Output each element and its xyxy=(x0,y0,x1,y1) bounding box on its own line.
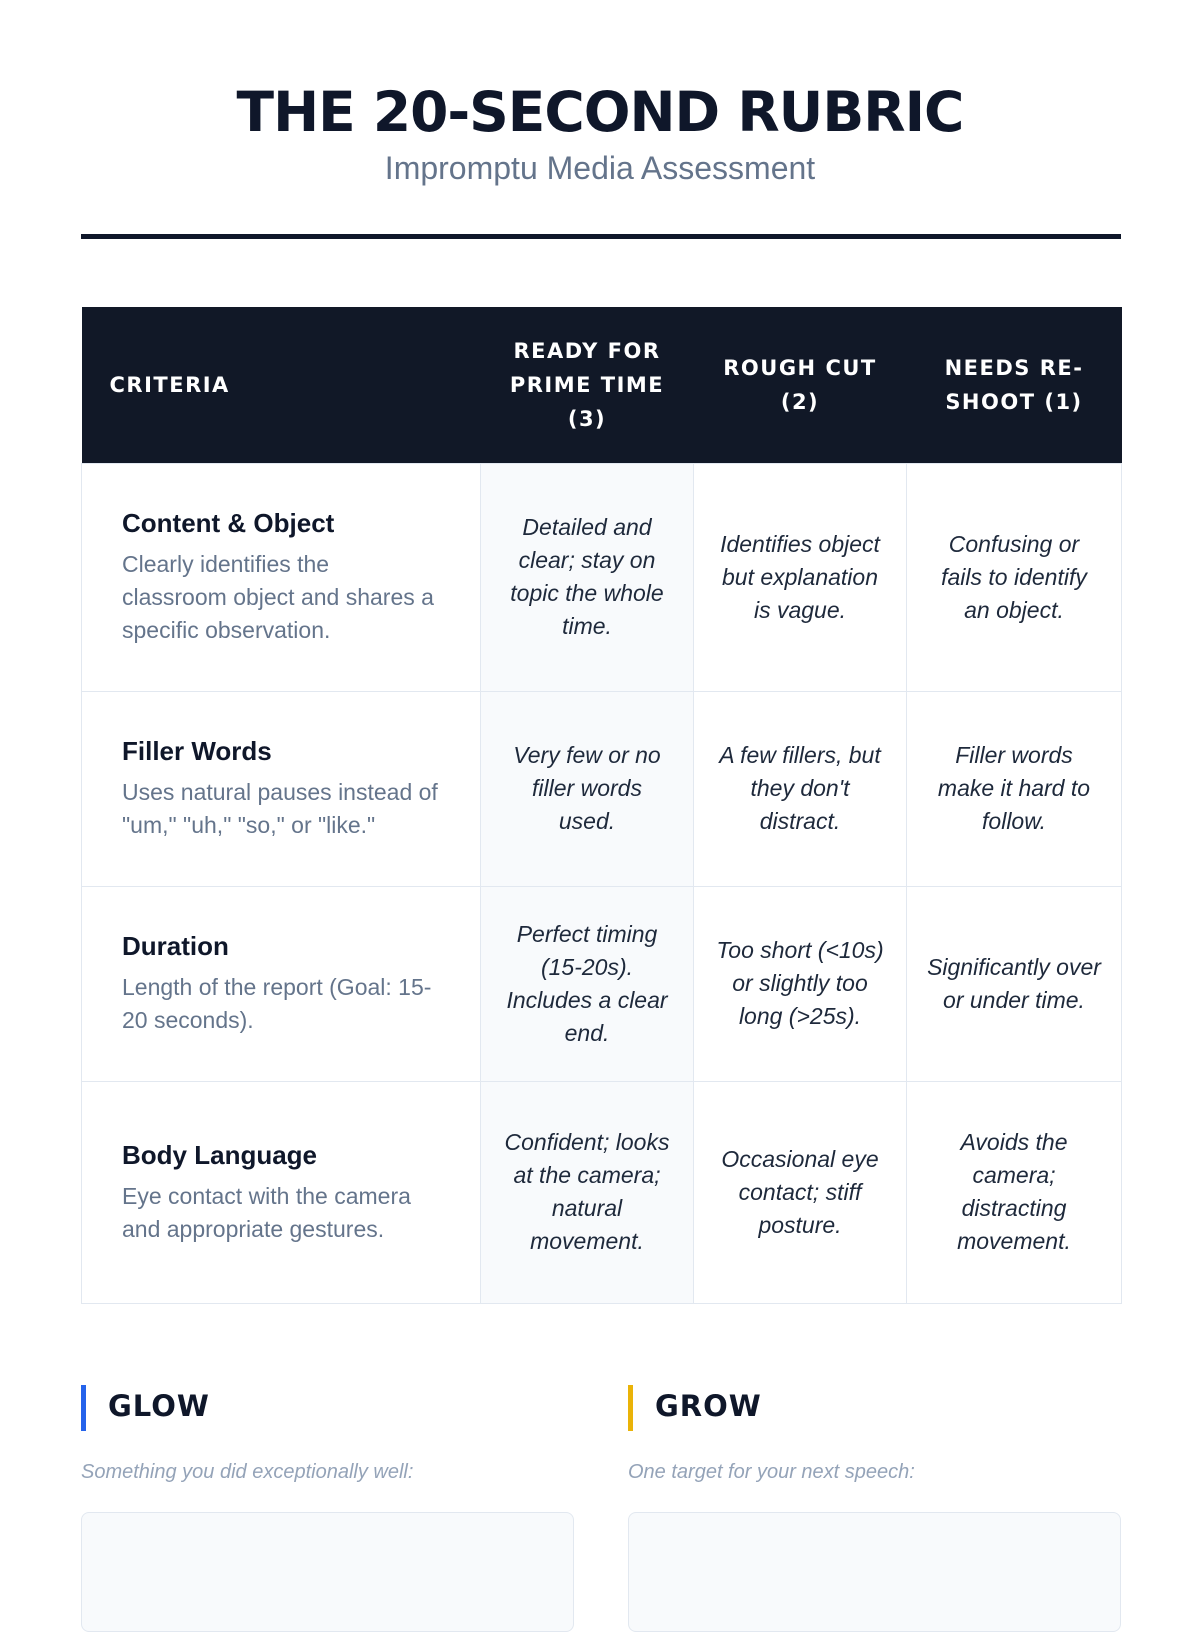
glow-response-box[interactable] xyxy=(81,1512,574,1632)
score-3-cell: Detailed and clear; stay on topic the wh… xyxy=(480,462,694,692)
criteria-description: Eye contact with the camera and appropri… xyxy=(122,1182,411,1242)
rubric-table: CRITERIA READY FOR PRIME TIME (3) ROUGH … xyxy=(81,307,1122,1304)
glow-accent-bar xyxy=(81,1385,86,1431)
score-3-cell: Very few or no filler words used. xyxy=(480,690,694,887)
table-header-row: CRITERIA READY FOR PRIME TIME (3) ROUGH … xyxy=(81,307,1122,463)
page-title: THE 20-SECOND RUBRIC xyxy=(236,80,965,144)
glow-prompt: Something you did exceptionally well: xyxy=(81,1461,414,1483)
criteria-description: Length of the report (Goal: 15-20 second… xyxy=(122,974,432,1033)
score-2-cell: Too short (<10s) or slightly too long (>… xyxy=(693,885,907,1082)
score-1-cell: Significantly over or under time. xyxy=(906,885,1122,1082)
column-header-score-1: NEEDS RE-SHOOT (1) xyxy=(906,307,1122,463)
score-3-cell: Confident; looks at the camera; natural … xyxy=(480,1080,694,1304)
grow-accent-bar xyxy=(628,1385,633,1431)
table-row: Filler Words Uses natural pauses instead … xyxy=(81,690,1122,887)
title-divider xyxy=(81,234,1121,239)
criteria-cell: Duration Length of the report (Goal: 15-2… xyxy=(81,885,481,1082)
score-1-cell: Filler words make it hard to follow. xyxy=(906,690,1122,887)
column-header-score-3: READY FOR PRIME TIME (3) xyxy=(480,307,694,463)
score-2-cell: A few fillers, but they don't distract. xyxy=(693,690,907,887)
score-2-cell: Occasional eye contact; stiff posture. xyxy=(693,1080,907,1304)
score-2-cell: Identifies object but explanation is vag… xyxy=(693,462,907,692)
criteria-title: Body Language xyxy=(122,1139,318,1170)
criteria-description: Uses natural pauses instead of "um," "uh… xyxy=(122,779,438,838)
glow-heading: GLOW xyxy=(108,1389,210,1423)
criteria-cell: Filler Words Uses natural pauses instead … xyxy=(81,690,481,887)
criteria-title: Duration xyxy=(122,931,229,961)
score-1-cell: Avoids the camera; distracting movement. xyxy=(906,1080,1122,1304)
column-header-score-2: ROUGH CUT (2) xyxy=(693,307,907,463)
grow-prompt: One target for your next speech: xyxy=(628,1461,915,1483)
criteria-cell: Content & Object Clearly identifies the c… xyxy=(81,462,481,692)
score-3-cell: Perfect timing (15-20s). Includes a clea… xyxy=(480,885,694,1082)
criteria-description: Clearly identifies the classroom object … xyxy=(122,551,434,643)
score-1-cell: Confusing or fails to identify an object… xyxy=(906,462,1122,692)
criteria-title: Filler Words xyxy=(122,736,272,766)
table-row: Content & Object Clearly identifies the c… xyxy=(81,462,1122,692)
criteria-title: Content & Object xyxy=(122,508,335,538)
column-header-criteria: CRITERIA xyxy=(81,307,481,463)
criteria-cell: Body Language Eye contact with the camera… xyxy=(81,1080,481,1304)
table-row: Body Language Eye contact with the camera… xyxy=(81,1080,1122,1304)
grow-heading: GROW xyxy=(655,1389,762,1423)
page-subtitle: Impromptu Media Assessment xyxy=(384,150,816,186)
table-row: Duration Length of the report (Goal: 15-2… xyxy=(81,885,1122,1082)
grow-response-box[interactable] xyxy=(628,1512,1121,1632)
